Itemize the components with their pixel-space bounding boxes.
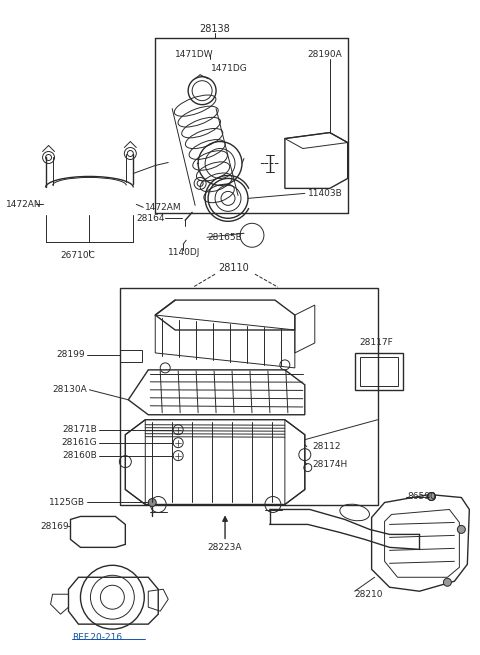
Text: 28174H: 28174H	[313, 460, 348, 469]
Text: 26710C: 26710C	[60, 251, 96, 260]
Text: 1472AN: 1472AN	[6, 200, 41, 209]
Text: 28199: 28199	[57, 350, 85, 360]
Text: 28161G: 28161G	[62, 438, 97, 447]
Text: 28164: 28164	[137, 214, 165, 223]
Circle shape	[428, 493, 435, 500]
Bar	[120, 288, 378, 506]
Text: REF.20-216: REF.20-216	[72, 633, 122, 642]
Text: 28210: 28210	[355, 590, 383, 599]
Circle shape	[457, 525, 465, 533]
Text: 1140DJ: 1140DJ	[168, 248, 201, 257]
Text: 86590: 86590	[408, 492, 436, 501]
Text: 1472AM: 1472AM	[145, 203, 182, 212]
Text: 28169: 28169	[40, 522, 69, 531]
Circle shape	[148, 498, 156, 506]
Text: 28130A: 28130A	[53, 385, 87, 394]
Text: 28117F: 28117F	[360, 339, 394, 347]
Text: 1125GB: 1125GB	[49, 498, 85, 507]
Text: 28171B: 28171B	[63, 425, 97, 434]
Text: 28112: 28112	[313, 442, 341, 451]
Text: 28110: 28110	[218, 263, 249, 273]
Text: 28165B: 28165B	[207, 233, 242, 242]
Text: 28223A: 28223A	[208, 543, 242, 552]
Text: 28160B: 28160B	[63, 451, 97, 460]
Text: 11403B: 11403B	[308, 189, 343, 198]
Text: 1471DG: 1471DG	[211, 64, 248, 73]
Bar	[120, 350, 142, 362]
Circle shape	[444, 578, 451, 586]
Text: 28138: 28138	[200, 24, 230, 34]
Text: 1471DW: 1471DW	[175, 50, 214, 60]
Bar	[360, 357, 397, 386]
Bar	[355, 353, 403, 390]
Text: 28190A: 28190A	[308, 50, 343, 60]
